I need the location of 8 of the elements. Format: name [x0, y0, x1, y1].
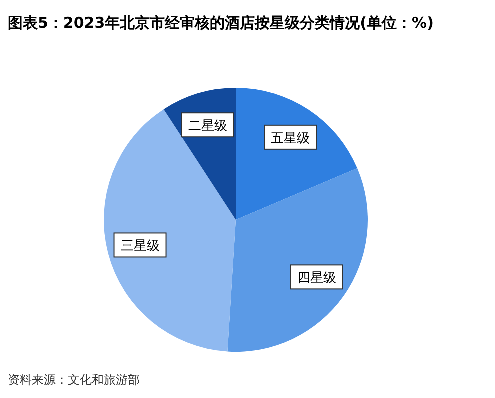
slice-label: 二星级 — [188, 119, 228, 134]
chart-title: 图表5：2023年北京市经审核的酒店按星级分类情况(单位：%) — [8, 14, 434, 32]
slice-label: 五星级 — [271, 131, 310, 146]
slice-label: 三星级 — [120, 239, 160, 254]
pie-slice — [228, 168, 368, 352]
pie-slice — [104, 109, 236, 352]
text: 资料来源：文化和旅游部 — [8, 373, 140, 387]
slice-label: 四星级 — [297, 271, 336, 286]
